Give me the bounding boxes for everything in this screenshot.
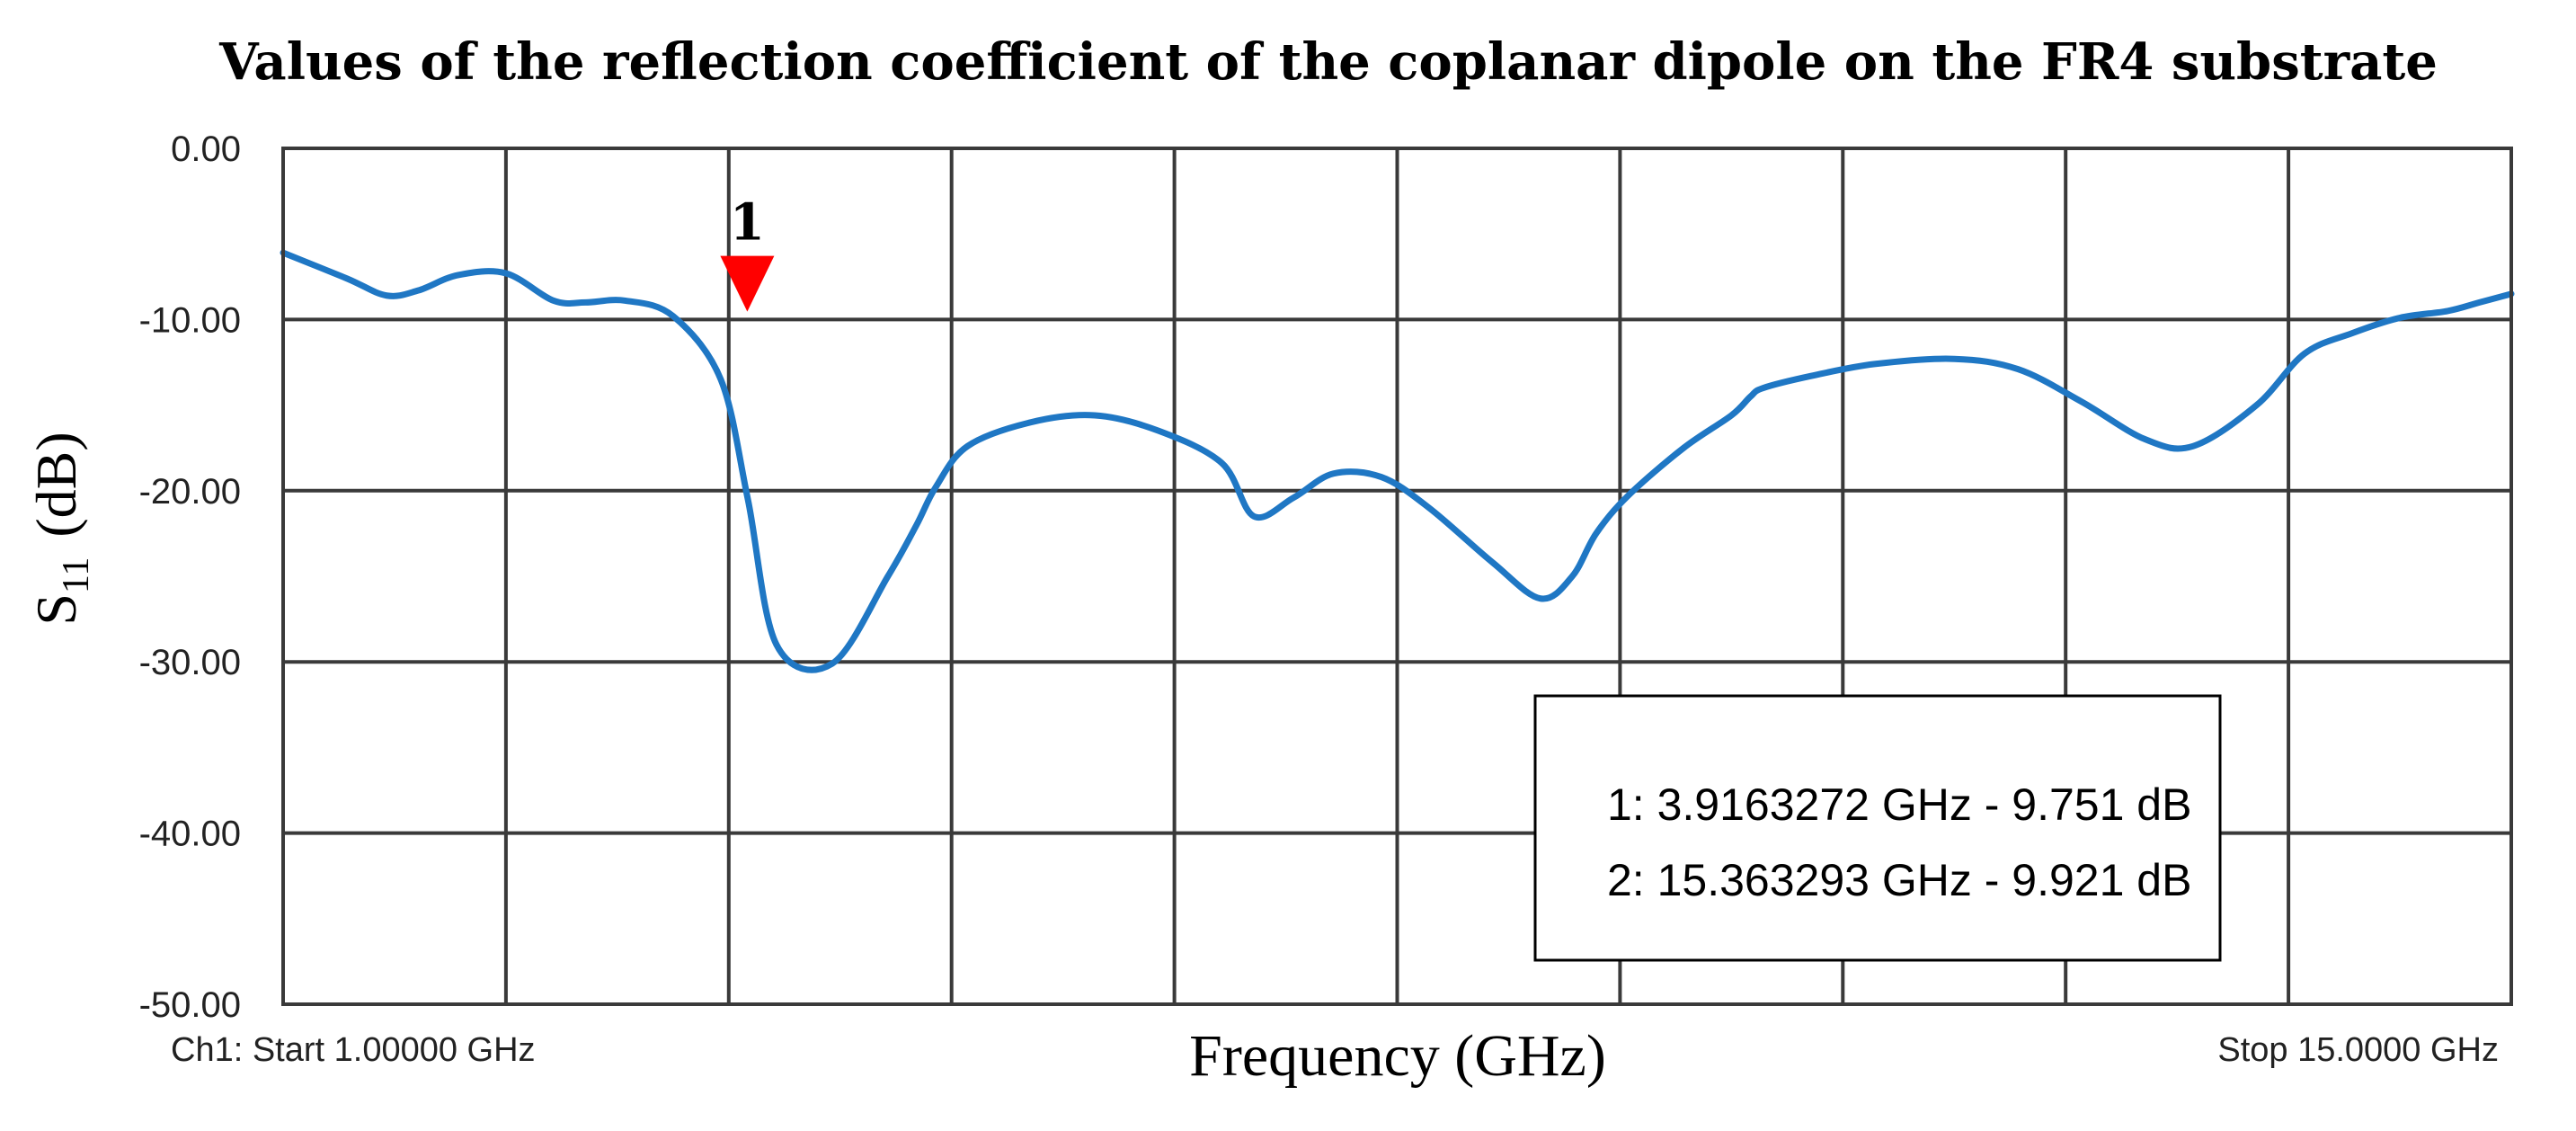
- markers: 12: [720, 193, 775, 312]
- y-tick-label: -20.00: [139, 472, 241, 512]
- legend-line-2: 2: 15.363293 GHz - 9.921 dB: [1607, 855, 2191, 905]
- legend-box: 1: 3.9163272 GHz - 9.751 dB 2: 15.363293…: [1533, 694, 2222, 962]
- legend-line-1: 1: 3.9163272 GHz - 9.751 dB: [1607, 779, 2191, 830]
- x-axis-label: Frequency (GHz): [1189, 1023, 1606, 1089]
- stop-frequency-label: Stop 15.0000 GHz: [2217, 1031, 2499, 1069]
- series-line: [280, 249, 2515, 673]
- y-axis-label-unit: (dB): [24, 432, 88, 537]
- y-axis-label-subscript: 11: [56, 557, 97, 593]
- y-axis-label-main: S: [24, 593, 88, 626]
- marker-label: 1: [730, 193, 765, 253]
- y-tick-label: -30.00: [139, 643, 241, 682]
- y-tick-label: -50.00: [139, 985, 241, 1025]
- y-tick-label: -10.00: [139, 300, 241, 340]
- y-tick-label: -40.00: [139, 815, 241, 854]
- chart-title: Values of the reflection coefficient of …: [218, 32, 2438, 92]
- y-axis-label: S11 (dB): [24, 432, 97, 625]
- y-tick-label: 0.00: [171, 129, 241, 169]
- plot-frame: [281, 147, 2513, 1006]
- marker-triangle: [720, 255, 775, 312]
- start-frequency-label: Ch1: Start 1.00000 GHz: [171, 1031, 536, 1069]
- marker-1: 1: [720, 193, 775, 312]
- y-tick-labels: 0.00 -10.00 -20.00 -30.00 -40.00 -50.00: [139, 129, 241, 1025]
